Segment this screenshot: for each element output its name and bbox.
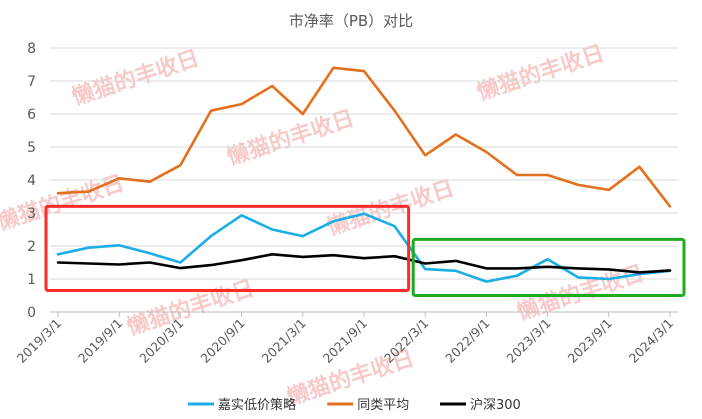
series-line (56, 66, 672, 208)
y-tick-label: 3 (27, 206, 36, 222)
watermark-text: 懒猫的丰收日 (324, 175, 458, 241)
x-tick-label: 2019/3/1 (14, 316, 64, 366)
legend-label: 嘉实低价策略 (218, 397, 296, 413)
series-lines (56, 66, 672, 283)
highlight-boxes (44, 204, 686, 297)
watermark-text: 懒猫的丰收日 (224, 105, 358, 171)
x-tick-label: 2019/9/1 (75, 316, 125, 366)
y-tick-label: 6 (27, 107, 36, 123)
y-tick-label: 8 (27, 41, 36, 57)
x-tick-label: 2020/9/1 (197, 316, 247, 366)
x-tick-label: 2023/9/1 (565, 316, 615, 366)
highlight-box (411, 237, 686, 297)
x-tick-label: 2022/9/1 (442, 316, 492, 366)
chart-title: 市净率（PB）对比 (289, 12, 413, 30)
watermark-text: 懒猫的丰收日 (69, 45, 203, 111)
highlight-box (44, 204, 411, 293)
legend-label: 沪深300 (470, 397, 521, 413)
y-tick-label: 7 (27, 74, 36, 90)
watermark-text: 懒猫的丰收日 (474, 40, 608, 106)
y-tick-label: 0 (27, 305, 36, 321)
y-tick-label: 5 (27, 140, 36, 156)
x-tick-label: 2021/3/1 (259, 316, 309, 366)
y-tick-label: 4 (27, 173, 36, 189)
y-tick-label: 2 (27, 239, 36, 255)
x-tick-label: 2021/9/1 (320, 316, 370, 366)
legend-label: 同类平均 (357, 398, 409, 413)
series-line (56, 253, 672, 274)
x-axis-ticks: 2019/3/1 2019/9/1 2020/3/1 2020/9/1 2021/3/1… (14, 312, 676, 366)
y-axis-ticks: 0 1 2 3 4 5 6 7 8 (27, 41, 36, 321)
series-line (56, 212, 672, 283)
legend: 嘉实低价策略 同类平均 沪深300 (188, 397, 521, 413)
y-tick-label: 1 (27, 272, 36, 288)
x-tick-label: 2024/3/1 (626, 316, 676, 366)
